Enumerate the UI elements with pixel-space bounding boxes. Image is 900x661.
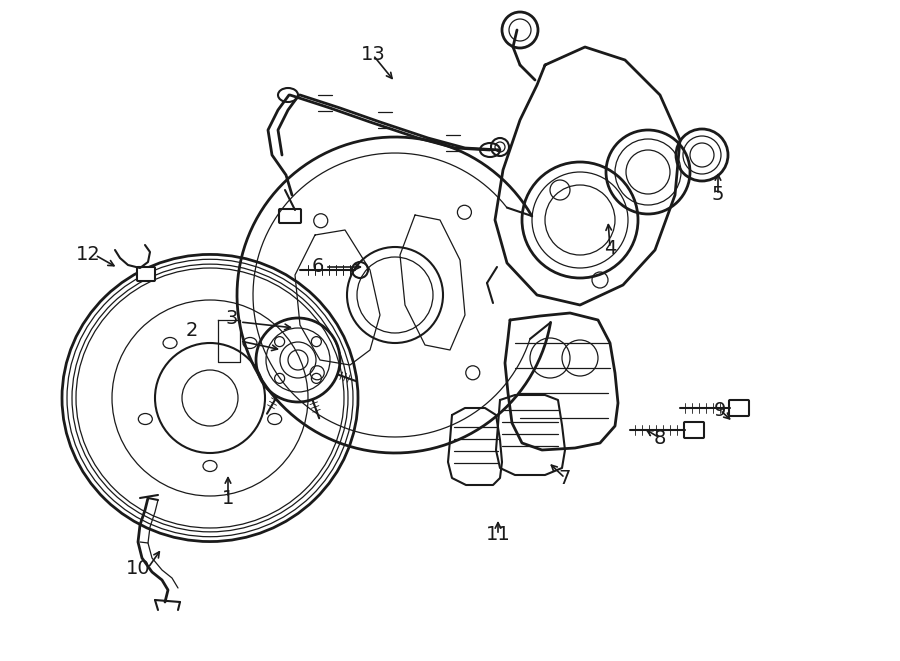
Text: 7: 7 — [559, 469, 572, 488]
Text: 6: 6 — [311, 258, 324, 276]
FancyBboxPatch shape — [729, 400, 749, 416]
FancyBboxPatch shape — [684, 422, 704, 438]
Text: 11: 11 — [486, 525, 510, 545]
Text: 5: 5 — [712, 186, 724, 204]
Text: 12: 12 — [76, 245, 101, 264]
Text: 4: 4 — [604, 239, 617, 258]
Text: 2: 2 — [185, 321, 198, 340]
Text: 13: 13 — [361, 46, 385, 65]
Text: 1: 1 — [221, 488, 234, 508]
Text: 10: 10 — [126, 559, 150, 578]
Text: 8: 8 — [653, 428, 666, 447]
FancyBboxPatch shape — [279, 209, 301, 223]
Text: 9: 9 — [714, 401, 726, 420]
FancyBboxPatch shape — [137, 267, 155, 281]
Text: 3: 3 — [226, 309, 239, 327]
